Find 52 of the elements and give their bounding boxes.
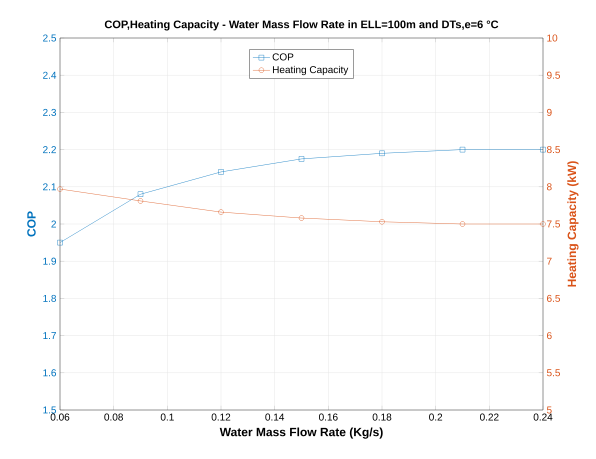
point bbox=[57, 240, 63, 246]
y-tick-label: 1.8 bbox=[43, 294, 56, 302]
y2-tick-label: 6 bbox=[547, 332, 552, 340]
x-axis-title: Water Mass Flow Rate (Kg/s) bbox=[220, 427, 383, 439]
y2-tick-label: 10 bbox=[547, 34, 558, 42]
x-tick-label: 0.08 bbox=[104, 414, 123, 421]
point bbox=[138, 198, 144, 204]
y-tick-label: 2 bbox=[51, 220, 56, 228]
y2-tick-label: 7 bbox=[547, 258, 552, 265]
point bbox=[218, 209, 224, 215]
point bbox=[460, 221, 466, 227]
legend-label: Heating Capacity bbox=[272, 66, 348, 76]
y-tick-label: 2.2 bbox=[43, 146, 56, 154]
y2-axis-title: Heating Capacity (kW) bbox=[567, 161, 579, 287]
y2-tick-label: 9 bbox=[547, 108, 552, 116]
point bbox=[298, 215, 304, 221]
y-tick-label: 2.4 bbox=[43, 72, 56, 79]
x-tick-label: 0.2 bbox=[429, 414, 442, 421]
y2-tick-label: 8 bbox=[546, 183, 552, 190]
point bbox=[540, 221, 546, 227]
y2-tick-label: 8.5 bbox=[546, 146, 560, 154]
point bbox=[379, 150, 385, 156]
y2-tick-label: 6.5 bbox=[547, 294, 560, 302]
x-tick-label: 0.06 bbox=[50, 414, 70, 421]
y-axis-title: COP bbox=[27, 211, 36, 237]
y2-tick-label: 7.5 bbox=[547, 220, 560, 228]
x-tick-label: 0.14 bbox=[265, 414, 284, 421]
y-tick-label: 1.6 bbox=[43, 369, 56, 376]
y-tick-label: 2.1 bbox=[43, 183, 56, 190]
point bbox=[138, 192, 144, 197]
y2-tick-label: 5.5 bbox=[546, 369, 560, 376]
x-tick-label: 0.24 bbox=[534, 414, 552, 421]
point bbox=[218, 169, 224, 175]
x-tick-label: 0.22 bbox=[480, 414, 499, 421]
x-tick-label: 0.18 bbox=[372, 414, 392, 421]
y2-tick-label: 5 bbox=[546, 406, 552, 414]
y-tick-label: 1.9 bbox=[43, 258, 56, 265]
y-tick-label: 2.3 bbox=[43, 108, 56, 116]
point bbox=[460, 146, 466, 152]
point bbox=[540, 146, 546, 152]
x-tick-label: 0.16 bbox=[318, 414, 338, 421]
chart-title: COP,Heating Capacity - Water Mass Flow Rate in ELL=100m and DTs,e=6 °C bbox=[104, 20, 498, 30]
y-tick-label: 1.7 bbox=[43, 332, 56, 340]
y2-tick-label: 9.5 bbox=[547, 72, 560, 79]
x-tick-label: 0.12 bbox=[212, 414, 230, 421]
x-tick-label: 0.1 bbox=[160, 414, 174, 421]
y-tick-label: 1.5 bbox=[43, 406, 56, 414]
y-tick-label: 2.5 bbox=[43, 34, 56, 42]
point bbox=[379, 219, 385, 224]
point bbox=[298, 156, 304, 162]
point bbox=[57, 186, 63, 192]
legend-label: COP bbox=[272, 53, 294, 60]
